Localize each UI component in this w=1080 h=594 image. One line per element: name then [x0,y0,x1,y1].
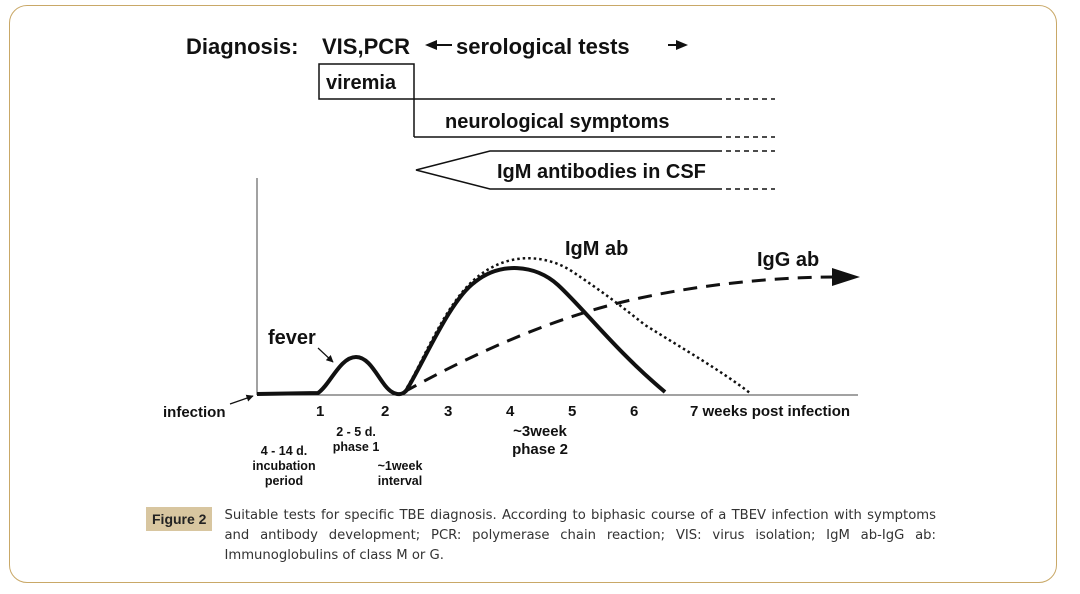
fever-label: fever [268,327,316,349]
tick-4: 4 [506,403,515,420]
serological-left-arrow-icon [425,40,452,50]
tick-7-label: 7 weeks post infection [690,403,850,420]
tick-6: 6 [630,403,638,420]
incubation-line-1: 4 - 14 d. [261,444,308,458]
tick-2: 2 [381,403,389,420]
caption-text: Suitable tests for specific TBE diagnosi… [224,508,936,563]
viremia-label: viremia [326,72,397,94]
figure-label-badge: Figure 2 [146,507,213,531]
neuro-label: neurological symptoms [445,111,670,133]
incubation-line-3: period [265,474,303,488]
tick-1: 1 [316,403,324,420]
interval-line-1: ~1week [378,459,423,473]
infection-label: infection [163,404,226,421]
fever-curve [256,266,667,397]
phase2-line-1: ~3week [513,423,567,440]
tick-5: 5 [568,403,576,420]
serological-right-arrow-icon [668,40,688,50]
incubation-annotation: 4 - 14 d. incubation period [252,444,315,488]
igg-ab-curve [403,275,839,394]
serological-label: serological tests [456,34,630,59]
phase2-annotation: ~3week phase 2 [512,423,568,458]
figure-caption: Figure 2 Suitable tests for specific TBE… [146,506,936,566]
phase1-annotation: 2 - 5 d. phase 1 [333,425,380,454]
interval-line-2: interval [378,474,422,488]
tick-3: 3 [444,403,452,420]
interval-annotation: ~1week interval [378,459,423,488]
igm-ab-label: IgM ab [565,238,628,260]
infection-arrow-icon [229,394,254,405]
igg-ab-label: IgG ab [757,249,819,271]
figure-frame [9,5,1057,583]
fever-arrow-icon [317,347,334,363]
incubation-line-2: incubation [252,459,315,473]
csf-label: IgM antibodies in CSF [497,161,706,183]
viremia-box [318,63,415,100]
csf-arrow-shape [415,150,717,190]
phase2-line-2: phase 2 [512,441,568,458]
diagnosis-label: Diagnosis: [186,34,298,59]
vis-pcr-label: VIS,PCR [322,34,410,59]
phase1-line-2: phase 1 [333,440,380,454]
igm-ab-curve [402,257,751,394]
igg-arrow-head-icon [832,268,860,286]
phase1-line-1: 2 - 5 d. [336,425,376,439]
